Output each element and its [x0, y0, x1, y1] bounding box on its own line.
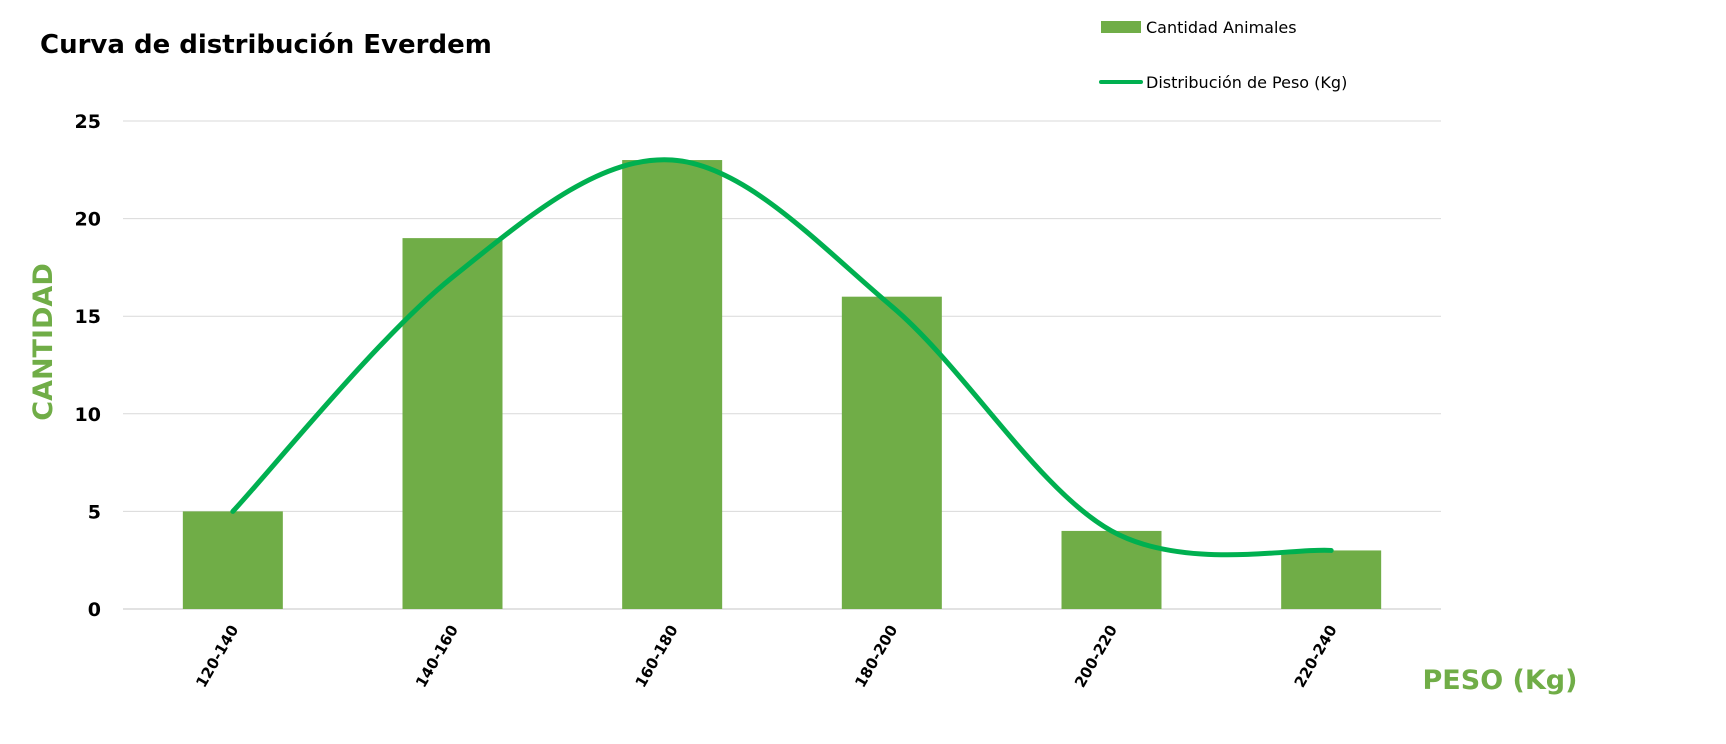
- bar-series: [182, 160, 1382, 610]
- y-tick-label: 10: [75, 404, 101, 426]
- y-tick-label: 0: [88, 599, 101, 621]
- x-axis-label: PESO (Kg): [1423, 665, 1578, 696]
- legend-bar-swatch: [1101, 21, 1141, 33]
- legend-line-label: Distribución de Peso (Kg): [1146, 73, 1347, 92]
- bar: [841, 296, 942, 609]
- y-tick-label: 20: [75, 209, 101, 231]
- bar: [182, 511, 283, 609]
- bar: [402, 238, 503, 609]
- legend-bar-label: Cantidad Animales: [1146, 18, 1297, 37]
- x-axis-ticks: 120-140 140-160 160-180 180-200 200-220 220-2…: [192, 622, 1340, 691]
- x-tick-label: 220-240: [1291, 622, 1341, 691]
- distribution-line: [230, 157, 1334, 558]
- y-tick-label: 5: [88, 501, 101, 523]
- x-tick-label: 200-220: [1071, 622, 1121, 691]
- y-axis-ticks: 0 5 10 15 20 25: [75, 111, 101, 621]
- gridlines: [123, 120, 1441, 610]
- x-tick-label: 140-160: [412, 622, 462, 691]
- y-tick-label: 15: [75, 306, 101, 328]
- legend: Cantidad Animales Distribución de Peso (…: [1099, 18, 1347, 92]
- x-tick-label: 160-180: [632, 622, 682, 691]
- y-tick-label: 25: [75, 111, 101, 133]
- x-tick-label: 120-140: [192, 622, 242, 691]
- bar: [1281, 550, 1382, 609]
- x-tick-label: 180-200: [851, 622, 901, 691]
- y-axis-label: CANTIDAD: [28, 263, 59, 421]
- bar: [622, 160, 723, 610]
- chart-title: Curva de distribución Everdem: [40, 30, 492, 60]
